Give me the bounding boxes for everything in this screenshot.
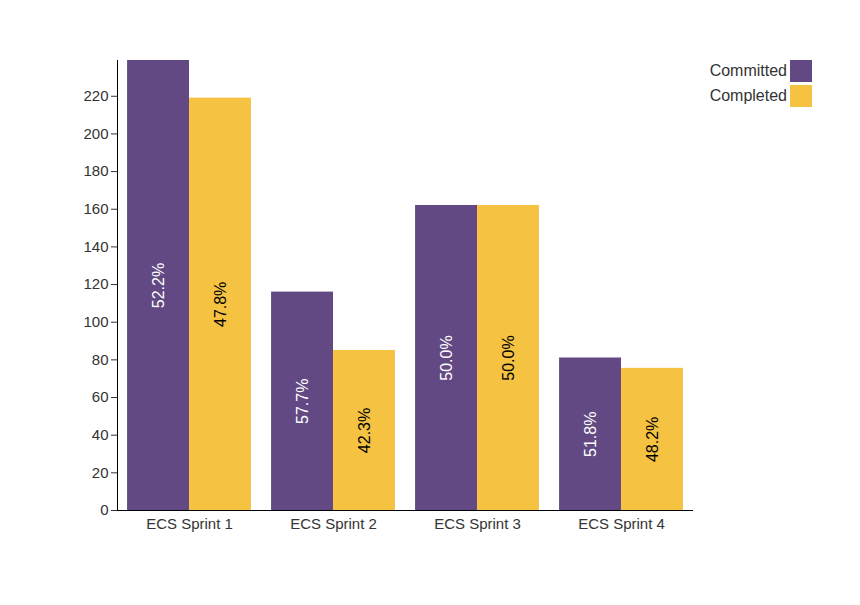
svg-text:ECS Sprint 4: ECS Sprint 4 [578, 515, 665, 532]
svg-text:50.0%: 50.0% [500, 335, 517, 380]
svg-text:51.8%: 51.8% [582, 412, 599, 457]
svg-text:120: 120 [83, 275, 108, 292]
svg-text:40: 40 [92, 426, 109, 443]
svg-text:42.3%: 42.3% [356, 408, 373, 453]
svg-text:180: 180 [83, 162, 108, 179]
svg-text:57.7%: 57.7% [294, 379, 311, 424]
svg-text:160: 160 [83, 200, 108, 217]
html-text:Committed: Committed [709, 61, 787, 79]
svg-text:48.2%: 48.2% [644, 417, 661, 462]
svg-text:0: 0 [100, 501, 108, 518]
svg-text:52.2%: 52.2% [150, 263, 167, 308]
svg-text:80: 80 [92, 351, 109, 368]
svg-text:47.8%: 47.8% [212, 282, 229, 327]
svg-text:ECS Sprint 1: ECS Sprint 1 [146, 515, 233, 532]
svg-text:60: 60 [92, 388, 109, 405]
svg-text:220: 220 [83, 87, 108, 104]
svg-text:200: 200 [83, 125, 108, 142]
svg-text:100: 100 [83, 313, 108, 330]
svg-text:20: 20 [92, 464, 109, 481]
svg-text:140: 140 [83, 238, 108, 255]
svg-text:50.0%: 50.0% [438, 335, 455, 380]
svg-text:ECS Sprint 3: ECS Sprint 3 [434, 515, 521, 532]
html-text:Completed: Completed [709, 86, 787, 104]
svg-text:ECS Sprint 2: ECS Sprint 2 [290, 515, 377, 532]
